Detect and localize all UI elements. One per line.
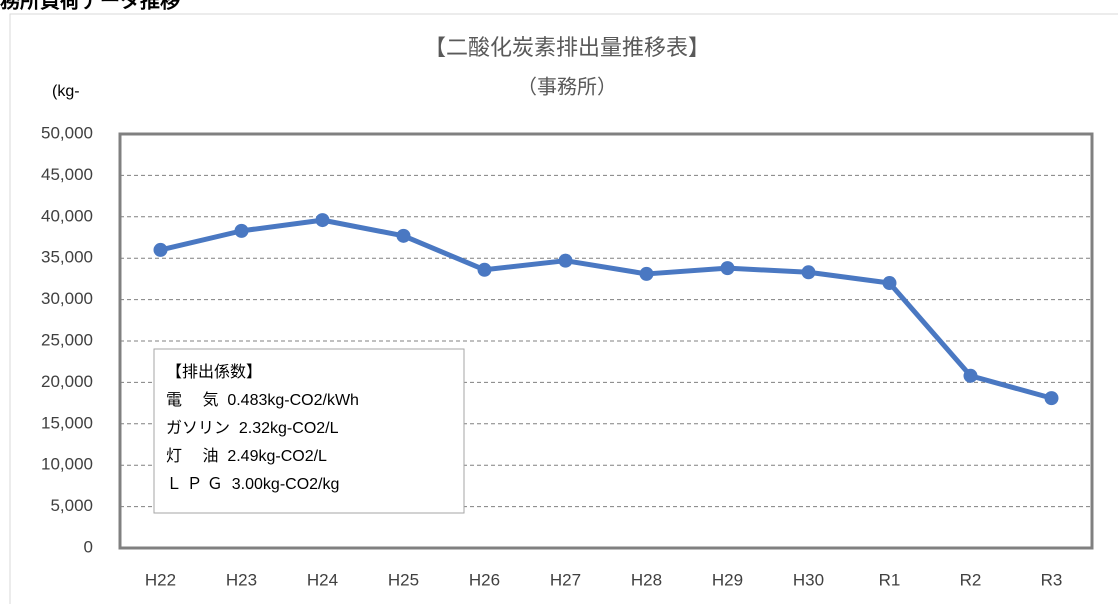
page-heading: 務所負荷データ推移 [0, 0, 180, 12]
marker [963, 368, 978, 383]
x-tick-label: R3 [1041, 570, 1063, 589]
marker [882, 276, 897, 291]
marker [558, 253, 573, 268]
x-tick-label: H30 [793, 570, 824, 589]
x-tick-label: H22 [145, 570, 176, 589]
x-tick-label: H27 [550, 570, 581, 589]
annotation-line: 【排出係数】 [166, 363, 262, 381]
y-tick-label: 30,000 [41, 289, 93, 308]
x-tick-label: H26 [469, 570, 500, 589]
x-tick-label: R2 [960, 570, 982, 589]
marker [315, 213, 330, 228]
x-tick-label: H29 [712, 570, 743, 589]
y-tick-label: 40,000 [41, 206, 93, 225]
y-tick-label: 35,000 [41, 248, 93, 267]
marker [396, 228, 411, 243]
marker [477, 262, 492, 277]
annotation-line: 電 気 0.483kg-CO2/kWh [166, 391, 359, 409]
x-tick-label: H23 [226, 570, 257, 589]
marker [234, 223, 249, 238]
y-tick-label: 5,000 [50, 496, 93, 515]
marker [1044, 391, 1059, 406]
y-tick-label: 50,000 [41, 123, 93, 142]
y-tick-label: 10,000 [41, 455, 93, 474]
annotation-line: 灯 油 2.49kg-CO2/L [166, 447, 327, 465]
marker [720, 261, 735, 276]
annotation-line: Ｌ Ｐ Ｇ 3.00kg-CO2/kg [166, 476, 339, 493]
y-tick-label: 0 [84, 537, 93, 556]
line [159, 217, 1053, 401]
chart-subtitle: （事務所） [517, 75, 617, 98]
y-tick-label: 15,000 [41, 413, 93, 432]
y-tick-label: 45,000 [41, 165, 93, 184]
x-tick-label: H24 [307, 570, 338, 589]
y-tick-label: 25,000 [41, 330, 93, 349]
y-tick-label: 20,000 [41, 372, 93, 391]
annotation-box [153, 348, 465, 514]
chart-title: 【二酸化炭素排出量推移表】 [424, 35, 710, 60]
plot-border [118, 132, 1094, 550]
chart-frame [9, 13, 1118, 604]
marker [639, 266, 654, 281]
marker [153, 242, 168, 257]
y-axis-label: (kg- [52, 83, 80, 100]
marker [801, 265, 816, 280]
x-tick-label: H28 [631, 570, 662, 589]
annotation-line: ガソリン 2.32kg-CO2/L [166, 419, 339, 437]
x-tick-label: H25 [388, 570, 419, 589]
x-tick-label: R1 [879, 570, 901, 589]
